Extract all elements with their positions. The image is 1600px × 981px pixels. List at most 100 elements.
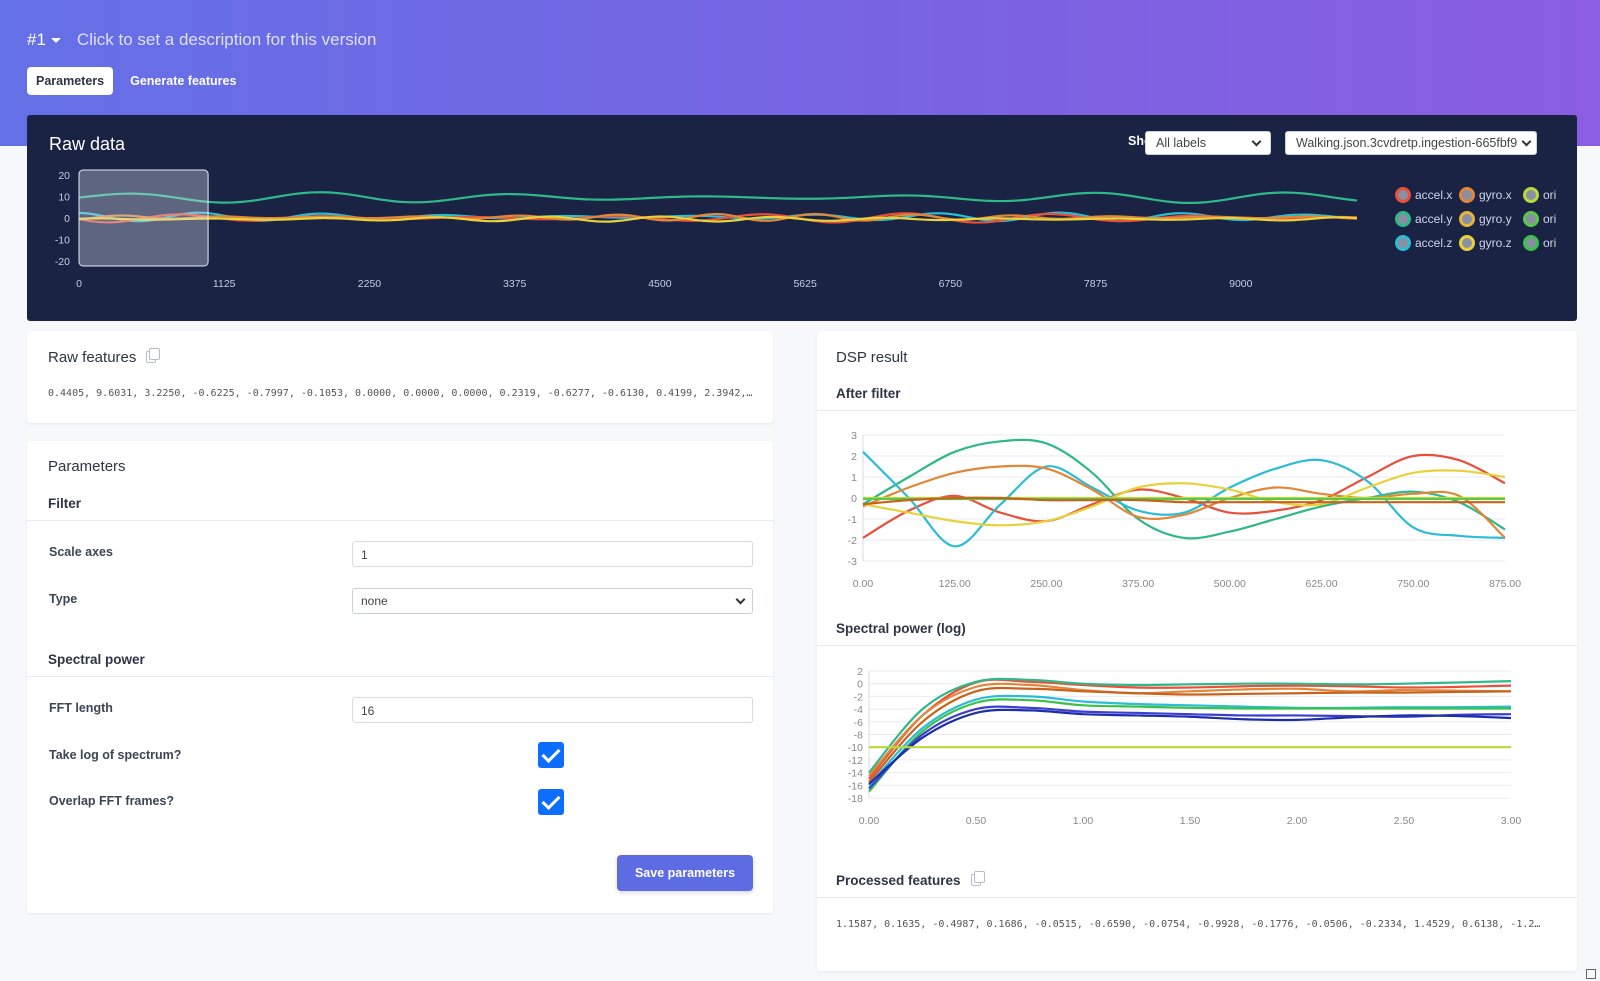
legend-label: gyro.x [1479,188,1512,202]
x-tick-label: 125.00 [939,578,971,590]
y-tick-label: 20 [58,170,70,182]
legend-item[interactable]: gyro.y [1459,211,1512,227]
series-line-accel.y [78,191,1358,205]
series-line-gyro.y [862,496,1505,506]
y-tick-label: -10 [55,235,70,247]
legend-color-icon [1395,187,1411,203]
y-tick-label: -8 [854,730,863,742]
x-tick-label: 875.00 [1489,578,1521,590]
overlap-checkbox[interactable] [538,789,564,815]
dsp-result-card: DSP result After filter 3 2 1 0 -1 -2 -3 0.00 12… [817,331,1577,971]
label-filter-select[interactable]: All labels [1145,131,1271,155]
x-tick-label: 625.00 [1306,578,1338,590]
x-tick-label: 1.50 [1180,815,1201,827]
copy-icon[interactable] [146,348,161,363]
legend-item[interactable]: accel.y [1395,211,1452,227]
series-line-ori [868,698,1511,793]
legend-label: gyro.y [1479,212,1512,226]
chevron-down-icon [735,594,746,604]
series-line-gyro.z [78,215,1358,223]
resize-handle-icon[interactable] [1586,969,1596,979]
y-tick-label: 0 [851,493,857,505]
legend-color-icon [1395,235,1411,251]
x-tick-label: 250.00 [1030,578,1062,590]
processed-features-title: Processed features [836,873,961,888]
processed-features-values: 1.1587, 0.1635, -0.4987, 0.1686, -0.0515… [836,919,1541,930]
legend-item[interactable]: accel.x [1395,187,1452,203]
series-line-gyro.x [868,682,1512,777]
caret-down-icon[interactable] [50,37,61,43]
parameters-title: Parameters [48,458,126,475]
y-tick-label: -12 [848,755,863,767]
y-tick-label: -2 [848,535,857,547]
sample-select[interactable]: Walking.json.3cvdretp.ingestion-665fbf9 [1285,131,1537,155]
legend-label: ori [1543,236,1557,250]
divider [817,410,1577,411]
dsp-result-title: DSP result [836,349,908,366]
legend-item[interactable]: ori [1523,187,1556,203]
take-log-checkbox[interactable] [538,742,564,768]
series-line-gyro.z2 [868,708,1512,785]
type-value: none [361,594,388,608]
series-line-accel.y [868,677,1512,774]
raw-data-chart[interactable]: 20 10 0 -10 -20 0 1125 2250 3375 4500 5625 6750 7875… [27,115,1367,321]
y-tick-label: -1 [848,514,857,526]
type-select[interactable]: none [352,588,753,614]
raw-features-title: Raw features [48,349,137,366]
raw-features-heading: Raw features [48,348,161,366]
scale-axes-input[interactable]: 1 [352,541,753,567]
legend-label: accel.z [1415,236,1453,250]
legend-label: accel.y [1415,212,1453,226]
x-tick-label: 2.50 [1394,815,1415,827]
x-tick-label: 0.50 [966,815,987,827]
raw-data-title: Raw data [49,134,126,154]
legend-item[interactable]: gyro.z [1459,235,1512,251]
legend-item[interactable]: accel.z [1395,235,1452,251]
legend-item[interactable]: ori [1523,211,1556,227]
y-tick-label: 3 [851,430,857,442]
version-dropdown[interactable]: #1 [27,30,46,49]
series-line-gyro.y [868,686,1512,783]
save-parameters-button[interactable]: Save parameters [617,855,753,891]
y-tick-label: 0 [64,213,70,225]
tab-parameters[interactable]: Parameters [27,67,114,95]
series-line-accel.z [868,694,1512,787]
legend-color-icon [1523,187,1539,203]
y-tick-label: -14 [848,768,863,780]
legend-color-icon [1523,235,1539,251]
series-line-gyro.z [862,469,1506,527]
y-tick-label: -20 [55,256,70,268]
y-tick-label: -10 [848,742,863,754]
legend-item[interactable]: ori [1523,235,1556,251]
raw-features-card: Raw features 0.4405, 9.6031, 3.2250, -0.… [27,331,773,423]
divider [817,645,1577,646]
parameters-card: Parameters Filter Scale axes 1 Type none… [27,441,773,913]
x-tick-label: 500.00 [1214,578,1246,590]
legend-item[interactable]: gyro.x [1459,187,1512,203]
y-tick-label: -16 [848,780,863,792]
overlap-label: Overlap FFT frames? [49,794,175,808]
divider [27,520,773,521]
x-tick-label: 6750 [939,278,963,290]
y-tick-label: -2 [854,691,863,703]
x-tick-label: 3375 [503,278,527,290]
legend-color-icon [1459,211,1475,227]
y-tick-label: 10 [58,192,70,204]
tab-generate-features[interactable]: Generate features [130,74,237,88]
fft-length-input[interactable]: 16 [352,697,753,723]
y-tick-label: -6 [854,717,863,729]
x-tick-label: 0.00 [859,815,880,827]
x-tick-label: 3.00 [1501,815,1522,827]
version-description[interactable]: Click to set a description for this vers… [76,30,377,49]
selection-window [78,169,209,267]
divider [27,676,773,677]
spectral-power-chart[interactable]: 20-2-4-6-8-10-12-14-16-18 0.00 0.50 1.00 1.5… [817,661,1577,841]
copy-icon[interactable] [970,871,985,886]
legend-label: ori [1543,188,1557,202]
after-filter-chart[interactable]: 3 2 1 0 -1 -2 -3 0.00 125.00 250.00 375.00 500.00 62… [817,423,1577,603]
series-line-gyro.x [862,464,1506,539]
x-tick-label: 9000 [1229,278,1253,290]
x-tick-label: 0.00 [853,578,874,590]
legend-color-icon [1523,211,1539,227]
y-tick-label: 0 [857,679,863,691]
